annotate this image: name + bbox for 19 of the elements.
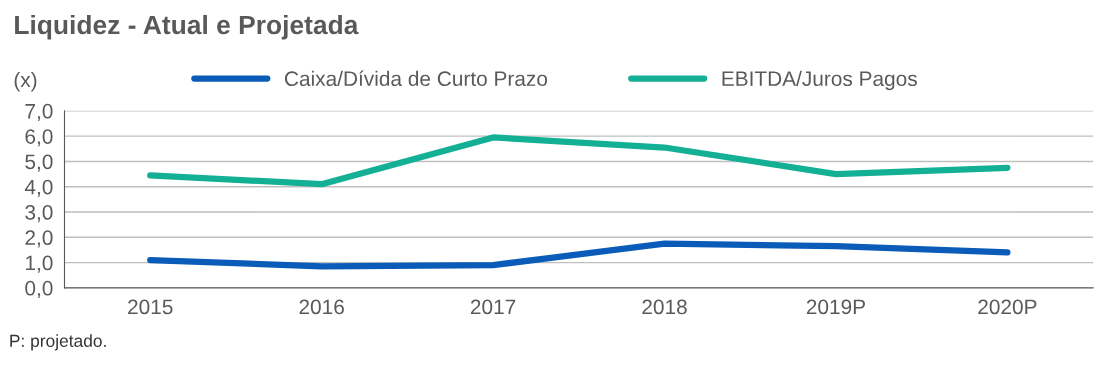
y-tick-label: 7,0 [25,103,53,122]
y-tick-label: 1,0 [26,255,53,273]
x-tick-label: 2015 [128,299,173,315]
y-tick-label: 6,0 [25,129,53,147]
y-tick-label: 4,0 [24,179,53,197]
y-tick-label: 5,0 [25,154,53,172]
legend-label: EBITDA/Juros Pagos [722,70,917,91]
x-tick-label: 2020P [978,299,1037,315]
y-axis-title: (x) [14,71,37,92]
y-tick-label: 0,0 [25,280,53,299]
legend-label: Caixa/Dívida de Curto Prazo [284,70,548,87]
x-tick-label: 2017 [470,299,516,315]
x-tick-label: 2018 [642,299,687,315]
y-tick-label: 2,0 [25,230,53,248]
chart-title: Liquidez - Atual e Projetada [15,14,359,40]
x-tick-label: 2016 [299,299,344,315]
y-tick-label: 3,0 [25,205,53,223]
text: P: projetado. [10,334,106,351]
x-tick-label: 2019P [806,299,865,315]
